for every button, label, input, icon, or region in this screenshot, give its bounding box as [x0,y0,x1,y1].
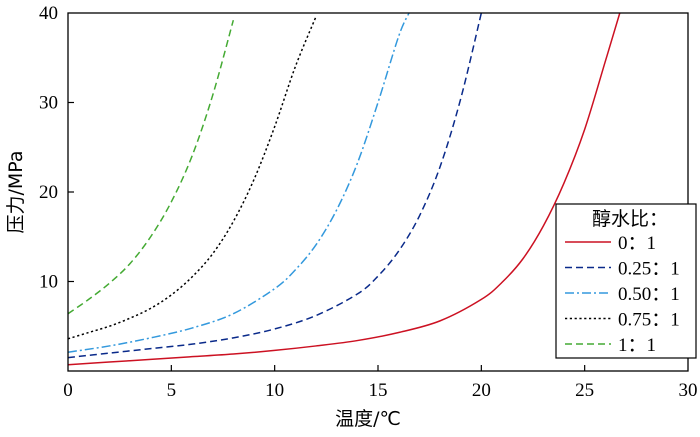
series-line-3 [67,16,317,340]
x-tick-label: 20 [472,380,491,401]
series-line-1 [67,12,483,359]
x-tick-label: 10 [265,380,284,401]
x-tick-label: 15 [369,380,388,401]
series-line-2 [67,12,410,353]
legend-items: 0：1 0.25：1 0.50：1 0.75：1 1：1 [565,233,680,356]
y-tick-label: 20 [39,182,58,203]
x-axis: 0 5 10 15 20 25 30 [63,365,698,401]
plot-lines [67,12,621,366]
x-axis-title: 温度/℃ [335,408,401,430]
legend-label-3: 0.75：1 [618,310,680,331]
legend: 醇水比： 0：1 0.25：1 0.50：1 0.75：1 1：1 [555,203,697,359]
legend-box [555,203,697,359]
legend-label-2: 0.50：1 [618,284,680,305]
series-line-0 [67,12,621,366]
x-tick-label: 0 [63,380,73,401]
y-axis: 10 20 30 40 [39,3,74,293]
x-tick-label: 5 [167,380,177,401]
legend-label-1: 0.25：1 [618,259,680,280]
legend-label-4: 1：1 [618,335,656,356]
x-tick-label: 25 [575,380,594,401]
series-line-4 [67,19,235,315]
x-tick-label: 30 [679,380,698,401]
legend-label-0: 0：1 [618,233,656,254]
y-tick-label: 30 [39,93,58,114]
y-tick-label: 40 [39,3,58,24]
y-tick-label: 10 [39,272,58,293]
y-axis-title: 压力/MPa [5,150,27,233]
legend-title: 醇水比： [592,208,668,230]
